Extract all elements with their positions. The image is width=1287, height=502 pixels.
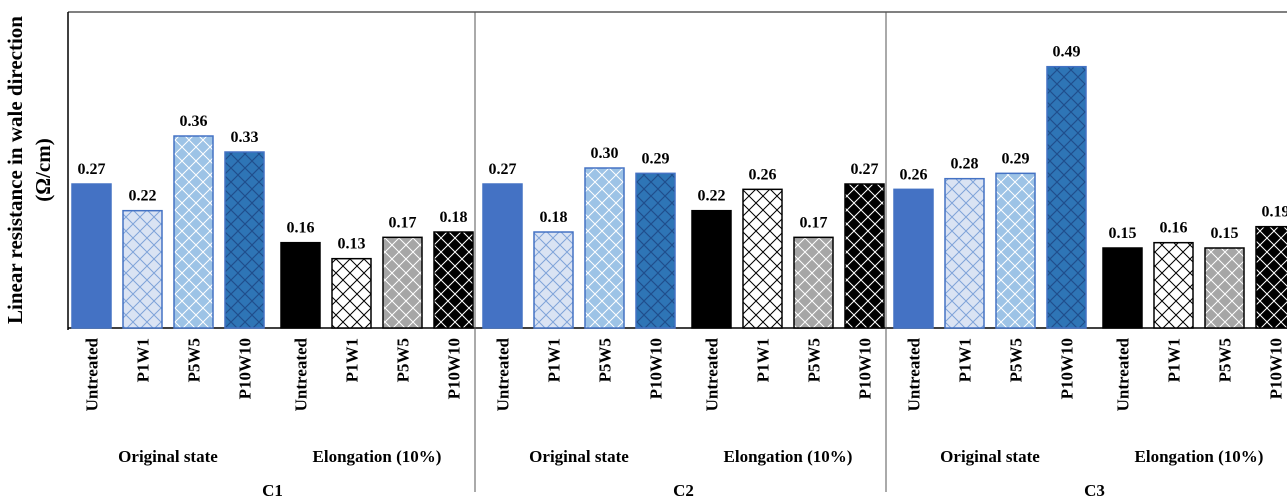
bars-layer (71, 65, 1287, 329)
condition-label: Original state (529, 447, 629, 466)
x-tick-label: P5W5 (1007, 338, 1026, 382)
data-label: 0.28 (951, 156, 979, 173)
bar-c2-elongation-10-p1w1 (742, 188, 783, 329)
x-tick-label: P5W5 (596, 338, 615, 382)
data-label: 0.30 (591, 145, 619, 162)
bar-c1-original-state-p1w1 (122, 209, 163, 329)
data-label: 0.33 (231, 129, 259, 146)
x-tick-label: Untreated (292, 337, 311, 411)
data-label: 0.16 (287, 220, 315, 237)
bar-c3-elongation-10-p5w5 (1204, 247, 1245, 329)
condition-label: Original state (118, 447, 218, 466)
fabric-label: C1 (262, 481, 283, 500)
data-label: 0.16 (1160, 220, 1188, 237)
data-label: 0.17 (800, 214, 828, 231)
labels-layer: 0.27 Untreated 0.22 P1W1 0.36 P5W5 0.33 P10W10 O… (78, 44, 1287, 500)
bar-c2-elongation-10-p5w5 (793, 236, 834, 329)
x-tick-label: Untreated (83, 337, 102, 411)
bar-c3-original-state-p10w10 (1046, 65, 1087, 329)
y-axis-unit: (Ω/cm) (31, 138, 55, 201)
condition-label: Original state (940, 447, 1040, 466)
data-label: 0.19 (1262, 204, 1287, 221)
bar-c2-elongation-10-untreated (691, 209, 732, 329)
bar-c2-original-state-p10w10 (635, 172, 676, 329)
bar-c1-original-state-untreated (71, 183, 112, 329)
data-label: 0.18 (540, 209, 568, 226)
data-label: 0.22 (129, 188, 157, 205)
bar-c3-elongation-10-untreated (1102, 247, 1143, 329)
x-tick-label: P10W10 (445, 338, 464, 399)
data-label: 0.49 (1053, 44, 1081, 61)
x-tick-label: P1W1 (956, 338, 975, 382)
bar-c1-original-state-p5w5 (173, 135, 214, 329)
x-tick-label: P10W10 (1058, 338, 1077, 399)
data-label: 0.26 (749, 166, 777, 183)
x-tick-label: P10W10 (647, 338, 666, 399)
x-tick-label: P1W1 (343, 338, 362, 382)
x-tick-label: Untreated (1114, 337, 1133, 411)
data-label: 0.17 (389, 214, 417, 231)
bar-c3-original-state-p1w1 (944, 177, 985, 329)
data-label: 0.27 (78, 161, 106, 178)
y-axis-title: Linear resistance in wale direction (3, 16, 27, 324)
data-label: 0.27 (489, 161, 517, 178)
x-tick-label: P5W5 (185, 338, 204, 382)
data-label: 0.15 (1109, 225, 1137, 242)
fabric-label: C2 (673, 481, 694, 500)
x-tick-label: P10W10 (1267, 338, 1286, 399)
data-label: 0.29 (642, 150, 670, 167)
data-label: 0.22 (698, 188, 726, 205)
condition-label: Elongation (10%) (1135, 447, 1264, 466)
data-label: 0.18 (440, 209, 468, 226)
bar-c2-original-state-p5w5 (584, 167, 625, 329)
condition-label: Elongation (10%) (313, 447, 442, 466)
bar-c2-original-state-p1w1 (533, 231, 574, 329)
x-tick-label: Untreated (703, 337, 722, 411)
data-label: 0.29 (1002, 150, 1030, 167)
x-tick-label: P1W1 (545, 338, 564, 382)
data-label: 0.13 (338, 236, 366, 253)
bar-c1-elongation-10-untreated (280, 241, 321, 329)
bar-c3-elongation-10-p10w10 (1255, 225, 1287, 329)
x-tick-label: Untreated (905, 337, 924, 411)
x-tick-label: P5W5 (394, 338, 413, 382)
x-tick-label: P1W1 (1165, 338, 1184, 382)
bar-c1-elongation-10-p5w5 (382, 236, 423, 329)
data-label: 0.26 (900, 166, 928, 183)
data-label: 0.27 (851, 161, 879, 178)
condition-label: Elongation (10%) (724, 447, 853, 466)
x-tick-label: P10W10 (856, 338, 875, 399)
x-tick-label: Untreated (494, 337, 513, 411)
bar-c1-original-state-p10w10 (224, 151, 265, 329)
x-tick-label: P10W10 (236, 338, 255, 399)
x-tick-label: P5W5 (805, 338, 824, 382)
bar-c1-elongation-10-p1w1 (331, 257, 372, 329)
bar-c1-elongation-10-p10w10 (433, 231, 474, 329)
x-tick-label: P5W5 (1216, 338, 1235, 382)
bar-c2-elongation-10-p10w10 (844, 183, 885, 329)
x-tick-label: P1W1 (754, 338, 773, 382)
data-label: 0.36 (180, 113, 208, 130)
bar-c3-original-state-untreated (893, 188, 934, 329)
bar-c3-elongation-10-p1w1 (1153, 241, 1194, 329)
x-tick-label: P1W1 (134, 338, 153, 382)
bar-c3-original-state-p5w5 (995, 172, 1036, 329)
data-label: 0.15 (1211, 225, 1239, 242)
bar-c2-original-state-untreated (482, 183, 523, 329)
fabric-label: C3 (1084, 481, 1105, 500)
